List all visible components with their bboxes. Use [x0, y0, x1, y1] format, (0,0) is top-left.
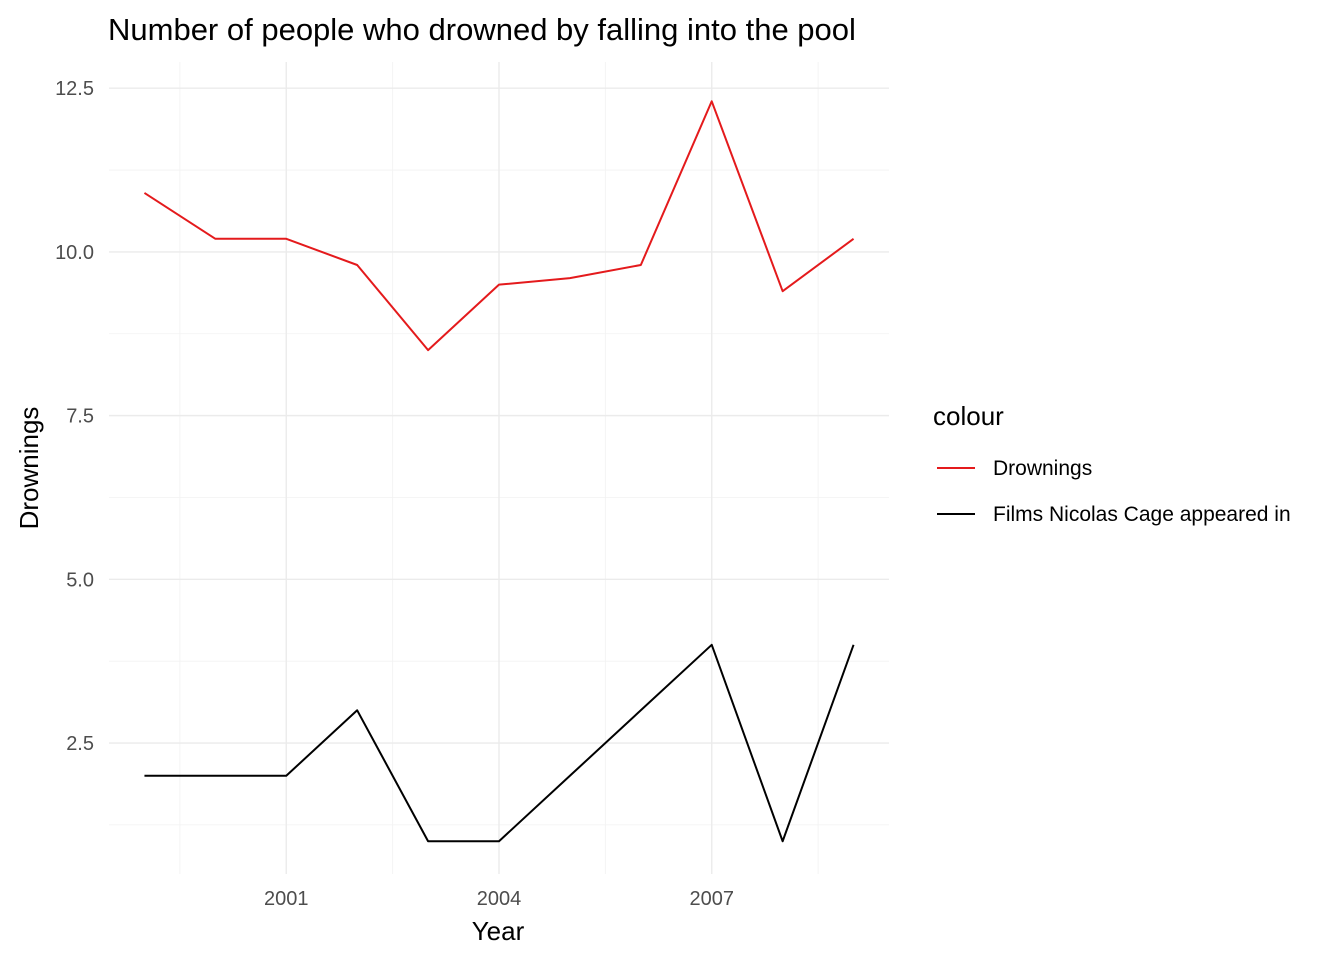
series-line-drownings [143, 100, 855, 352]
x-tick-label: 2007 [689, 888, 734, 910]
major-gridlines [109, 62, 889, 874]
y-tick-label: 5.0 [66, 569, 94, 591]
y-tick-label: 12.5 [55, 78, 94, 100]
legend-label: Drownings [993, 457, 1092, 480]
series-line-films-nicolas-cage-appeared-in [144, 643, 855, 843]
chart-title: Number of people who drowned by falling … [108, 12, 856, 47]
y-axis-title: Drownings [14, 407, 44, 530]
legend-items: Drownings Films Nicolas Cage appeared in [937, 457, 1291, 526]
y-tick-label: 10.0 [55, 242, 94, 264]
x-tick-labels: 2001 2004 2007 [264, 888, 734, 910]
y-tick-label: 2.5 [66, 733, 94, 755]
y-tick-labels: 2.5 5.0 7.5 10.0 12.5 [55, 78, 94, 755]
series-lines [143, 100, 855, 843]
x-axis-title: Year [472, 916, 525, 946]
legend: colour Drownings Films Nicolas Cage appea… [933, 401, 1291, 526]
y-tick-label: 7.5 [66, 406, 94, 428]
x-tick-label: 2001 [264, 888, 309, 910]
legend-title: colour [933, 401, 1004, 431]
legend-label: Films Nicolas Cage appeared in [993, 503, 1291, 526]
x-tick-label: 2004 [477, 888, 522, 910]
